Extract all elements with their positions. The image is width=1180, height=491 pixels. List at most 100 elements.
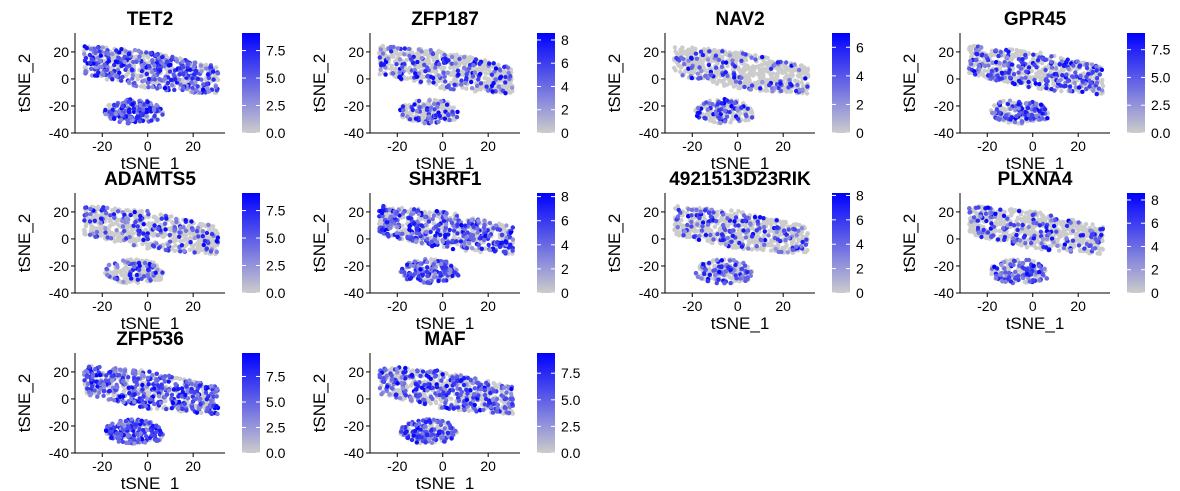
x-tick-label: -20 [92, 138, 112, 154]
cell-point [693, 51, 699, 56]
cell-point [172, 235, 177, 241]
cell-point [698, 58, 704, 63]
cell-point [423, 222, 429, 227]
cell-point [149, 69, 155, 75]
cell-point [740, 51, 746, 56]
cell-point [130, 73, 135, 78]
cell-point [723, 60, 729, 65]
cell-point [1032, 62, 1037, 67]
cell-point [1039, 86, 1044, 91]
cell-point [413, 116, 419, 121]
cell-point [726, 77, 732, 83]
cell-point [430, 51, 436, 57]
cell-point [112, 215, 117, 220]
cell-point [741, 69, 746, 75]
cell-point [475, 230, 480, 235]
cell-point [457, 56, 462, 62]
cell-point [145, 267, 151, 272]
cell-point [137, 106, 142, 112]
cell-point [82, 51, 87, 57]
cell-point [156, 55, 162, 60]
cell-point [765, 55, 770, 61]
cell-point [1024, 101, 1029, 106]
cell-point [999, 76, 1004, 81]
cell-point [99, 65, 104, 70]
cell-point [416, 212, 422, 217]
cell-point [451, 68, 457, 74]
cell-point [177, 234, 182, 239]
cell-point [434, 209, 439, 214]
cell-point [479, 246, 484, 251]
colorbar-tick-label: 5.0 [266, 70, 286, 86]
cell-point [144, 233, 149, 239]
cell-point [1029, 112, 1035, 118]
panel-tet2: TET2-20 0 20-40-20020tSNE_1tSNE_20.02.55.0… [15, 9, 286, 173]
cell-point [466, 240, 472, 246]
cell-point [115, 209, 121, 214]
cell-point [92, 218, 98, 223]
cell-point [135, 277, 141, 282]
cell-point [1077, 63, 1083, 68]
cell-point [502, 64, 507, 70]
cell-point [713, 53, 719, 58]
cell-point [93, 234, 98, 239]
cell-point [147, 105, 153, 111]
cell-point [194, 229, 200, 234]
cell-point [678, 55, 684, 60]
cell-point [414, 227, 419, 232]
cell-point [204, 230, 210, 236]
cell-point [729, 103, 734, 109]
cell-point [210, 69, 216, 74]
cell-point [137, 119, 143, 124]
cell-point [699, 68, 704, 74]
cell-point [1045, 116, 1050, 121]
cell-point [433, 113, 438, 118]
cell-point [744, 117, 749, 123]
cell-point [447, 117, 452, 123]
cell-point [471, 224, 476, 229]
cell-point [443, 79, 448, 84]
cell-point [119, 78, 124, 83]
cell-point [84, 212, 90, 217]
cell-point [103, 107, 108, 113]
cell-point [493, 223, 499, 228]
cell-point [1019, 119, 1025, 124]
cell-point [459, 82, 464, 87]
cell-point [409, 235, 414, 240]
cell-point [720, 79, 725, 84]
cell-point [716, 57, 722, 63]
cell-point [1043, 78, 1048, 83]
cell-point [112, 116, 117, 122]
cell-point [389, 63, 394, 68]
cell-point [980, 72, 986, 77]
cell-point [180, 59, 185, 64]
cell-point [1056, 79, 1061, 84]
x-tick-label: -20 [387, 138, 407, 154]
cell-point [803, 76, 808, 81]
cell-point [429, 65, 434, 70]
cell-point [130, 76, 135, 81]
cell-point [440, 83, 445, 88]
cell-point [730, 58, 735, 63]
cell-point [706, 62, 712, 68]
x-axis-title: tSNE_1 [711, 154, 770, 173]
cell-point [800, 83, 806, 89]
cell-point [712, 47, 717, 53]
cell-point [128, 115, 134, 120]
y-tick-label: -20 [934, 98, 954, 114]
x-tick-label: 0 [144, 298, 152, 314]
cell-point [673, 68, 678, 73]
cell-point [695, 105, 701, 111]
cell-point [158, 275, 163, 281]
cell-point [749, 55, 754, 60]
cell-point [145, 273, 150, 278]
cell-point [968, 58, 973, 64]
cell-point [210, 238, 215, 243]
cell-point [154, 277, 160, 282]
cell-point [723, 70, 728, 75]
cell-point [976, 63, 981, 68]
cell-point [158, 68, 163, 73]
cell-point [445, 244, 450, 249]
y-tick-label: 20 [938, 44, 954, 60]
